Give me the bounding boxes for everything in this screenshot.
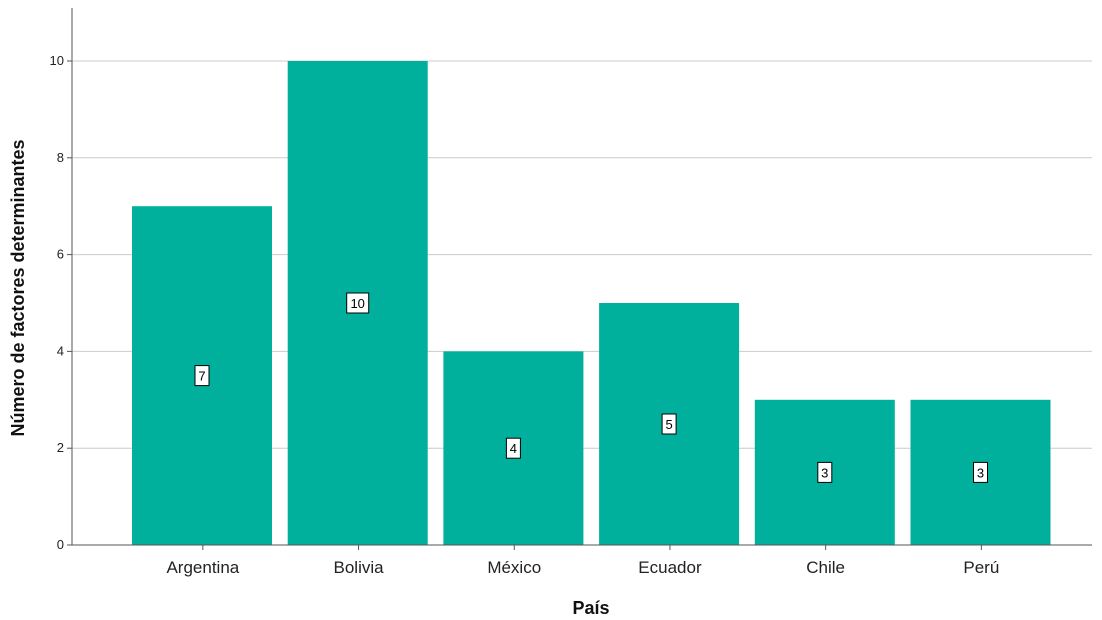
y-tick-label: 8 xyxy=(57,150,64,165)
data-label: 3 xyxy=(821,465,828,480)
x-tick-label: México xyxy=(487,558,541,577)
data-labels: 7 10 4 5 3 3 xyxy=(194,292,988,483)
x-tick-label: Chile xyxy=(806,558,845,577)
data-label: 3 xyxy=(977,465,984,480)
y-tick-label: 2 xyxy=(57,440,64,455)
x-tick-label: Argentina xyxy=(166,558,239,577)
x-tick-label: Perú xyxy=(963,558,999,577)
data-label: 7 xyxy=(198,369,205,384)
x-axis-title: País xyxy=(572,598,609,618)
y-tick-label: 0 xyxy=(57,537,64,552)
y-tick-label: 4 xyxy=(57,343,64,358)
x-tick-label: Ecuador xyxy=(638,558,702,577)
y-tick-label: 10 xyxy=(50,53,64,68)
data-label: 5 xyxy=(665,417,672,432)
bars xyxy=(132,61,1051,545)
data-label-box xyxy=(817,461,833,483)
axes: 0 2 4 6 8 10 Argentina Bolivia México Ecuador Chil… xyxy=(50,8,1092,577)
data-label: 10 xyxy=(350,296,364,311)
data-label: 4 xyxy=(510,441,517,456)
y-tick-label: 6 xyxy=(57,247,64,262)
data-label-box xyxy=(505,437,521,459)
data-label-box xyxy=(346,292,370,314)
x-tick-label: Bolivia xyxy=(334,558,385,577)
data-label-box xyxy=(194,365,210,387)
y-axis-title: Número de factores determinantes xyxy=(8,139,28,436)
data-label-box xyxy=(661,413,677,435)
data-label-box xyxy=(973,461,988,483)
